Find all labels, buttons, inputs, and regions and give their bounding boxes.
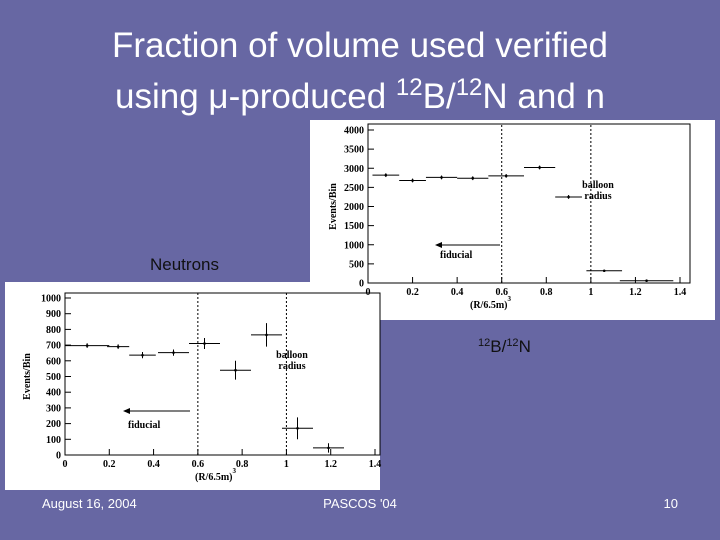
label-part: N bbox=[519, 337, 531, 356]
y-tick-label: 500 bbox=[46, 372, 61, 383]
y-tick-label: 200 bbox=[46, 419, 61, 430]
x-axis-label: (R/6.5m)3 bbox=[470, 295, 512, 311]
x-axis-label-sup: 3 bbox=[233, 467, 237, 475]
y-axis-label: Events/Bin bbox=[328, 183, 339, 230]
data-point bbox=[116, 345, 120, 348]
x-axis-label: (R/6.5m)3 bbox=[195, 467, 237, 483]
footer-page: 10 bbox=[664, 496, 678, 511]
title-part: B/ bbox=[423, 77, 456, 116]
title-part: using μ-produced bbox=[115, 77, 396, 116]
x-tick-label: 0.6 bbox=[192, 459, 205, 470]
x-tick-label: 0.8 bbox=[540, 287, 553, 298]
data-point bbox=[567, 195, 570, 199]
y-tick-label: 3000 bbox=[344, 164, 364, 175]
x-axis-label-text: (R/6.5m) bbox=[195, 472, 233, 483]
annotation: balloon bbox=[582, 180, 614, 191]
data-point bbox=[141, 353, 144, 357]
y-tick-label: 300 bbox=[46, 403, 61, 414]
y-tick-label: 900 bbox=[46, 309, 61, 320]
x-tick-label: 1 bbox=[588, 287, 593, 298]
annotation: radius bbox=[584, 191, 611, 202]
x-tick-label: 1.2 bbox=[629, 287, 642, 298]
y-tick-label: 800 bbox=[46, 325, 61, 336]
label-part: B/ bbox=[490, 337, 506, 356]
y-tick-label: 500 bbox=[349, 259, 364, 270]
data-point bbox=[440, 176, 443, 179]
annotation-arrowhead bbox=[435, 242, 442, 248]
x-axis-label-text: (R/6.5m) bbox=[470, 300, 508, 311]
title-line: Fraction of volume used verified bbox=[112, 26, 608, 65]
data-point bbox=[471, 176, 475, 180]
label-sup: 12 bbox=[506, 337, 518, 349]
data-point bbox=[411, 179, 414, 182]
footer-date: August 16, 2004 bbox=[42, 496, 137, 511]
x-axis-label-sup: 3 bbox=[508, 295, 512, 303]
footer-event: PASCOS '04 bbox=[323, 496, 397, 511]
y-tick-label: 0 bbox=[359, 279, 364, 290]
x-tick-label: 1.4 bbox=[369, 459, 382, 470]
label-sup: 12 bbox=[478, 337, 490, 349]
data-point bbox=[538, 166, 541, 169]
data-point bbox=[265, 333, 268, 337]
x-tick-label: 0.4 bbox=[147, 459, 160, 470]
annotation: radius bbox=[278, 361, 305, 372]
y-tick-label: 0 bbox=[56, 451, 61, 462]
x-tick-label: 0 bbox=[63, 459, 68, 470]
annotation-arrowhead bbox=[123, 408, 130, 414]
data-point bbox=[85, 344, 89, 347]
y-tick-label: 600 bbox=[46, 356, 61, 367]
y-tick-label: 4000 bbox=[344, 126, 364, 137]
title-sup: 12 bbox=[396, 74, 423, 101]
data-point bbox=[504, 174, 508, 178]
y-tick-label: 100 bbox=[46, 435, 61, 446]
data-point bbox=[645, 279, 648, 283]
x-tick-label: 0.2 bbox=[406, 287, 419, 298]
data-point bbox=[234, 368, 237, 372]
data-point bbox=[203, 342, 206, 345]
x-tick-label: 0.8 bbox=[236, 459, 249, 470]
chart-label: 12B/12N bbox=[478, 337, 531, 356]
chart-label: Neutrons bbox=[150, 255, 219, 274]
annotation: fiducial bbox=[440, 250, 472, 261]
y-tick-label: 1500 bbox=[344, 221, 364, 232]
data-point bbox=[172, 351, 175, 354]
y-tick-label: 1000 bbox=[344, 240, 364, 251]
annotation: balloon bbox=[276, 350, 308, 361]
y-tick-label: 700 bbox=[46, 341, 61, 352]
y-axis-label: Events/Bin bbox=[22, 353, 33, 400]
y-tick-label: 400 bbox=[46, 388, 61, 399]
annotation: fiducial bbox=[128, 420, 160, 431]
data-point bbox=[296, 427, 299, 430]
plot-frame bbox=[64, 292, 381, 456]
y-tick-label: 1000 bbox=[41, 294, 61, 305]
x-tick-label: 0.6 bbox=[495, 287, 508, 298]
plot-frame bbox=[367, 123, 691, 284]
x-tick-label: 0.2 bbox=[103, 459, 116, 470]
title-sup: 12 bbox=[456, 74, 483, 101]
data-point bbox=[602, 269, 606, 273]
x-tick-label: 1 bbox=[284, 459, 289, 470]
x-tick-label: 0.4 bbox=[451, 287, 464, 298]
title-part: N and n bbox=[482, 77, 605, 116]
x-tick-label: 1.4 bbox=[674, 287, 687, 298]
y-tick-label: 2500 bbox=[344, 183, 364, 194]
data-point bbox=[384, 173, 388, 177]
x-tick-label: 1.2 bbox=[324, 459, 337, 470]
y-tick-label: 2000 bbox=[344, 202, 364, 213]
title-line: using μ-produced 12B/12N and n bbox=[115, 74, 605, 116]
y-tick-label: 3500 bbox=[344, 145, 364, 156]
data-point bbox=[327, 446, 330, 450]
